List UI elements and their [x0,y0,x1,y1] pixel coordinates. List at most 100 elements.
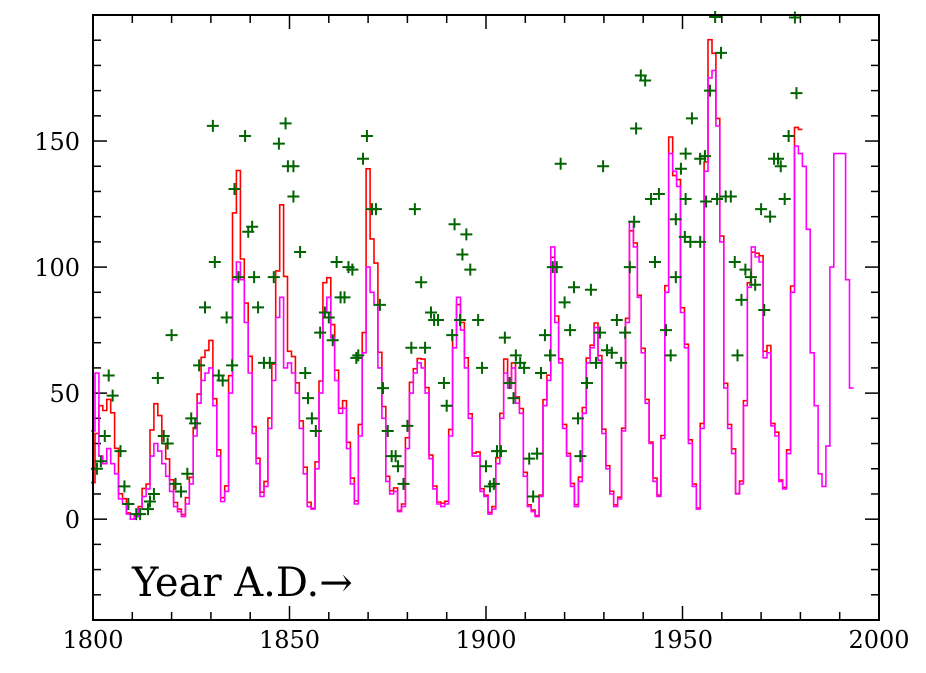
data-point-plus [523,452,536,465]
data-point-plus [248,271,261,284]
data-point-plus [758,303,771,316]
data-point-plus [252,301,265,314]
data-point-plus [685,112,698,125]
data-point-plus [715,46,728,59]
data-point-plus [287,190,300,203]
data-point-plus [338,291,351,304]
data-point-plus [571,412,584,425]
data-point-plus [472,314,485,327]
y-tick-label: 100 [34,254,80,282]
data-point-plus [679,147,692,160]
y-tick-label: 0 [65,506,80,534]
data-point-plus [704,84,717,97]
data-point-plus [151,372,164,384]
data-point-plus [246,220,259,233]
data-point-plus [460,228,473,241]
tick-labels: 0 50 100 150 1800 1850 1900 1950 2000 [34,128,909,654]
data-point-plus [239,130,252,142]
data-point-plus [299,366,312,379]
data-point-plus [739,263,752,276]
data-point-plus [498,331,511,344]
data-point-plus [527,490,540,503]
data-point-plus [272,137,285,150]
data-point-plus [584,283,597,296]
data-point-plus [424,306,437,319]
data-point-plus [326,334,339,347]
data-point-plus [330,256,343,269]
x-tick-label: 1950 [652,626,713,654]
series-layer [91,38,854,521]
data-point-plus [98,429,111,442]
data-point-plus [142,503,155,516]
x-tick-label: 1850 [259,626,320,654]
data-point-plus [744,271,757,284]
data-point-plus [788,11,801,24]
x-tick-label: 1800 [62,626,123,654]
data-point-plus [639,74,652,87]
data-point-plus [728,256,741,269]
data-point-plus [749,278,762,291]
plot-frame [92,14,880,621]
data-point-plus [648,256,661,269]
data-point-plus [305,412,318,425]
data-point-plus [301,392,314,405]
data-point-plus [391,460,404,473]
data-point-plus [175,485,188,498]
data-point-plus [440,399,453,412]
data-point-plus [381,424,394,437]
points-layer [90,11,803,521]
data-point-plus [538,329,551,342]
data-point-plus [415,276,428,289]
data-point-plus [581,377,594,390]
data-point-plus [679,193,692,206]
data-point-plus [294,245,307,258]
x-axis-label: Year A.D.→ [131,560,353,606]
data-point-plus [106,389,119,402]
data-point-plus [419,341,432,354]
data-point-plus [314,326,327,339]
data-point-plus [630,122,643,135]
data-point-plus [531,447,544,460]
data-point-plus [464,263,477,276]
data-point-plus [102,369,115,382]
data-point-plus [94,455,107,468]
data-point-plus [664,349,677,362]
x-tick-label: 1900 [455,626,516,654]
data-point-plus [554,157,567,170]
data-point-plus [494,445,507,458]
data-point-plus [558,296,571,309]
data-point-plus [352,349,365,362]
data-point-plus [645,193,658,206]
data-point-plus [669,213,682,226]
data-point-plus [774,160,787,173]
data-point-plus [610,314,623,327]
data-point-plus [360,130,373,142]
data-point-plus [401,419,414,432]
data-point-plus [267,271,280,284]
data-point-plus [446,329,459,342]
data-point-plus [724,190,737,203]
data-point-plus [674,162,687,175]
data-point-plus [279,117,292,130]
data-point-plus [597,160,610,173]
data-point-plus [669,271,682,284]
y-tick-label: 150 [34,128,80,156]
data-point-plus [659,324,672,337]
data-point-plus [518,361,531,374]
data-point-plus [764,210,777,223]
data-point-plus [544,349,557,362]
data-point-plus [220,311,233,324]
data-point-plus [122,498,135,511]
data-point-plus [652,187,665,200]
data-point-plus [165,329,178,342]
data-point-plus [432,314,445,327]
data-point-plus [263,356,276,369]
data-point-plus [574,450,587,463]
data-point-plus [480,460,492,473]
data-point-plus [755,203,768,216]
data-point-plus [568,281,581,294]
data-point-plus [356,152,369,165]
data-point-plus [700,195,713,208]
